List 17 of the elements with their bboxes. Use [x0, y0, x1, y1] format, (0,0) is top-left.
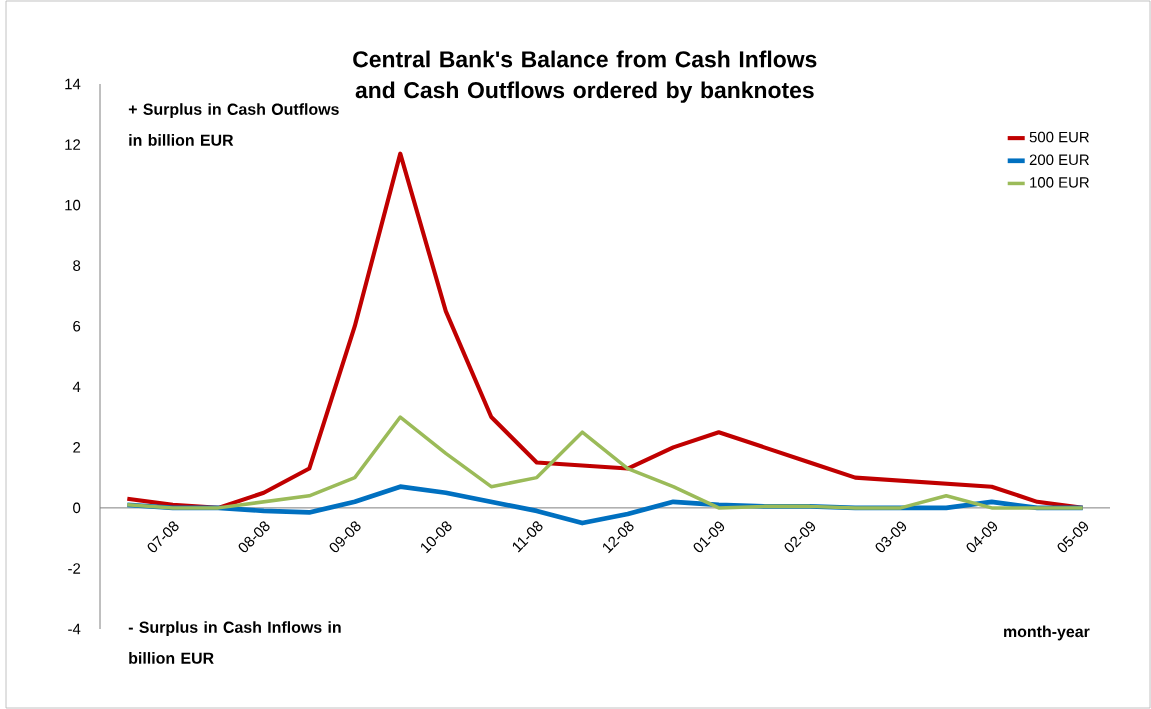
annotation: + Surplus in Cash Outflows in billion EUR [128, 103, 339, 146]
y-tick-label: 2 [73, 442, 81, 453]
legend-label: 100 EUR [1030, 177, 1089, 188]
legend-label: 500 EUR [1029, 131, 1089, 143]
y-tick-label: 6 [73, 320, 81, 332]
legend-label: 200 EUR [1029, 154, 1089, 166]
y-tick-label: -2 [68, 563, 81, 574]
y-tick-label: 14 [65, 78, 81, 90]
y-tick-label: 8 [73, 260, 81, 271]
y-tick-label: 4 [72, 381, 81, 392]
chart-title: Central Bank's Balance from Cash Inflows and Cash Outflows ordered by banknotes [353, 50, 817, 103]
annotation: - Surplus in Cash Inflows in billion EUR [128, 621, 341, 664]
y-tick-label: 12 [65, 139, 81, 150]
y-tick-label: 0 [73, 502, 81, 514]
annotation: month-year [1004, 625, 1090, 641]
y-tick-label: 10 [65, 199, 81, 211]
y-tick-label: -4 [68, 623, 81, 635]
